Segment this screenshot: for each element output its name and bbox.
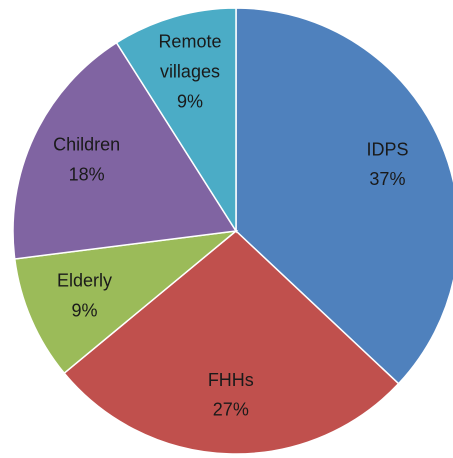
pie-slice bbox=[12, 41, 238, 260]
slice-value-label: 27% bbox=[213, 400, 249, 420]
slice-value-label: 37% bbox=[369, 169, 405, 189]
pie-slice bbox=[115, 7, 237, 234]
slice-label: FHHs bbox=[208, 370, 254, 390]
slice-label: Remote villages bbox=[158, 31, 221, 81]
slice-label: Elderly bbox=[57, 270, 112, 290]
pie-slice bbox=[13, 229, 239, 375]
slice-value-label: 9% bbox=[72, 300, 98, 320]
slice-value-label: 18% bbox=[69, 164, 105, 184]
slice-value-label: 9% bbox=[177, 91, 203, 111]
slice-label: IDPS bbox=[366, 139, 408, 159]
slice-label: Children bbox=[53, 134, 120, 154]
pie-slice bbox=[235, 7, 453, 385]
pie-slice bbox=[63, 230, 400, 455]
